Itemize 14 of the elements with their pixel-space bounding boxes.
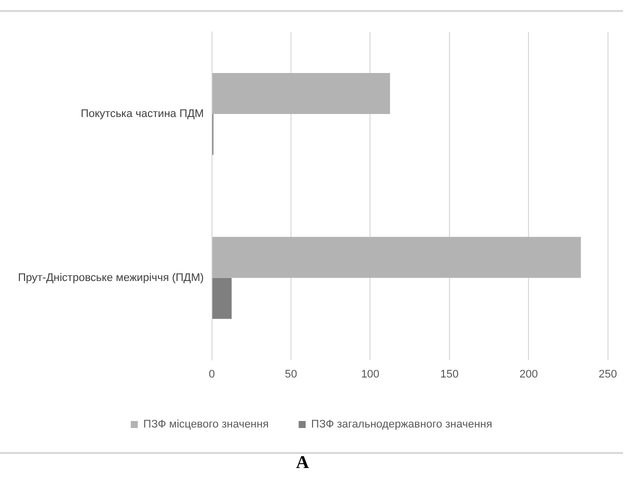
legend-label: ПЗФ загальнодержавного значення [311, 418, 492, 431]
legend-label: ПЗФ місцевого значення [143, 418, 269, 431]
y-tick-label: Покутська частина ПДМ [80, 108, 204, 120]
text: A [296, 452, 309, 473]
y-tick-label: Прут-Дністровське межиріччя (ПДМ) [18, 272, 204, 284]
bar [212, 72, 390, 114]
x-tick-label: 100 [361, 368, 380, 380]
x-tick-label: 0 [208, 368, 215, 380]
bar [212, 236, 581, 278]
x-tick-label: 150 [440, 368, 459, 380]
x-tick-label: 250 [598, 368, 618, 380]
bar [212, 278, 232, 319]
x-tick-label: 50 [284, 368, 298, 380]
x-tick-label: 200 [519, 368, 538, 380]
